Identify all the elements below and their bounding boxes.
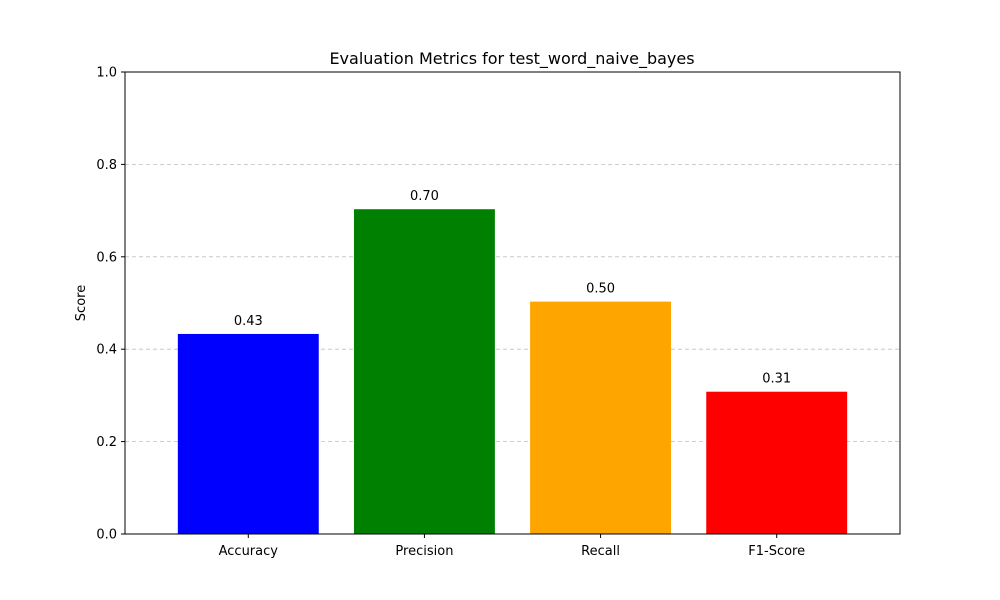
data-label: 0.50 — [586, 282, 615, 297]
data-label: 0.31 — [762, 372, 791, 387]
x-axis-ticks: Accuracy Precision Recall F1-Score — [219, 534, 805, 559]
data-labels: 0.43 0.70 0.50 0.31 — [234, 189, 791, 386]
y-tick-label: 0.6 — [96, 250, 117, 265]
bar-accuracy — [177, 333, 319, 534]
bar-recall — [530, 301, 672, 534]
y-tick-label: 1.0 — [96, 66, 117, 81]
y-tick-label: 0.0 — [96, 528, 117, 543]
y-axis-ticks: 0.0 0.2 0.4 0.6 0.8 1.0 — [96, 66, 125, 543]
bars — [177, 209, 848, 535]
y-axis-label: Score — [74, 285, 89, 321]
data-label: 0.70 — [410, 189, 439, 204]
bar-f1-score — [706, 391, 848, 534]
y-tick-label: 0.8 — [96, 158, 117, 173]
x-tick-label: Recall — [581, 544, 620, 559]
x-tick-label: Precision — [395, 544, 453, 559]
chart-title: Evaluation Metrics for test_word_naive_b… — [329, 49, 694, 69]
y-tick-label: 0.4 — [96, 343, 117, 358]
bar-precision — [353, 209, 495, 535]
x-tick-label: Accuracy — [219, 544, 279, 559]
x-tick-label: F1-Score — [748, 544, 805, 559]
data-label: 0.43 — [234, 314, 263, 329]
plot-frame — [124, 71, 901, 535]
y-tick-label: 0.2 — [96, 435, 117, 450]
